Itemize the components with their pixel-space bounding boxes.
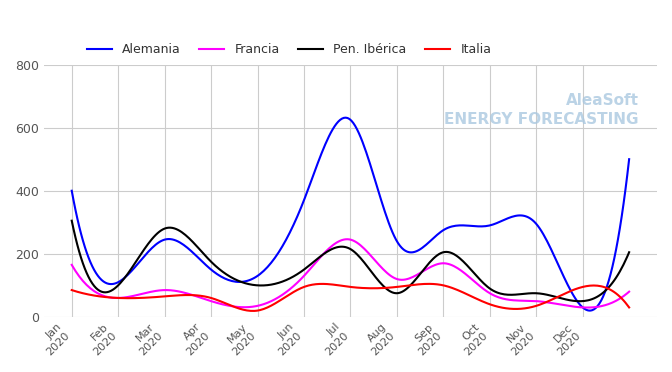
Italia — [249, 309, 257, 313]
Francia — [400, 278, 408, 282]
Pen. Ibérica — [400, 289, 408, 293]
Italia — [411, 282, 419, 287]
Alemania — [411, 250, 419, 254]
Italia — [400, 284, 408, 288]
Francia — [411, 274, 419, 278]
Line: Francia: Francia — [72, 239, 629, 308]
Francia — [401, 277, 409, 282]
Francia — [70, 266, 78, 270]
Italia — [401, 283, 409, 288]
Alemania — [401, 248, 409, 253]
Alemania — [70, 198, 78, 203]
Line: Pen. Ibérica: Pen. Ibérica — [72, 221, 629, 301]
Pen. Ibérica — [625, 250, 633, 254]
Alemania — [68, 189, 76, 193]
Francia — [575, 305, 583, 310]
Alemania — [342, 115, 350, 120]
Italia — [625, 305, 633, 310]
Francia — [343, 237, 351, 241]
Pen. Ibérica — [68, 218, 76, 223]
Italia — [577, 285, 585, 290]
Francia — [584, 305, 592, 310]
Italia — [541, 300, 549, 305]
Italia — [424, 282, 432, 286]
Alemania — [400, 247, 408, 252]
Pen. Ibérica — [398, 290, 406, 294]
Pen. Ibérica — [70, 227, 78, 232]
Italia — [70, 288, 78, 293]
Alemania — [625, 157, 633, 161]
Legend: Alemania, Francia, Pen. Ibérica, Italia: Alemania, Francia, Pen. Ibérica, Italia — [82, 38, 497, 61]
Text: AleaSoft
ENERGY FORECASTING: AleaSoft ENERGY FORECASTING — [444, 93, 638, 127]
Pen. Ibérica — [577, 299, 585, 304]
Pen. Ibérica — [538, 292, 546, 296]
Francia — [68, 263, 76, 267]
Pen. Ibérica — [573, 299, 581, 304]
Line: Alemania: Alemania — [72, 118, 629, 311]
Francia — [625, 289, 633, 294]
Alemania — [540, 232, 548, 237]
Francia — [540, 299, 548, 304]
Pen. Ibérica — [409, 280, 417, 285]
Line: Italia: Italia — [72, 284, 629, 311]
Alemania — [575, 301, 583, 305]
Italia — [68, 288, 76, 292]
Alemania — [586, 308, 594, 313]
